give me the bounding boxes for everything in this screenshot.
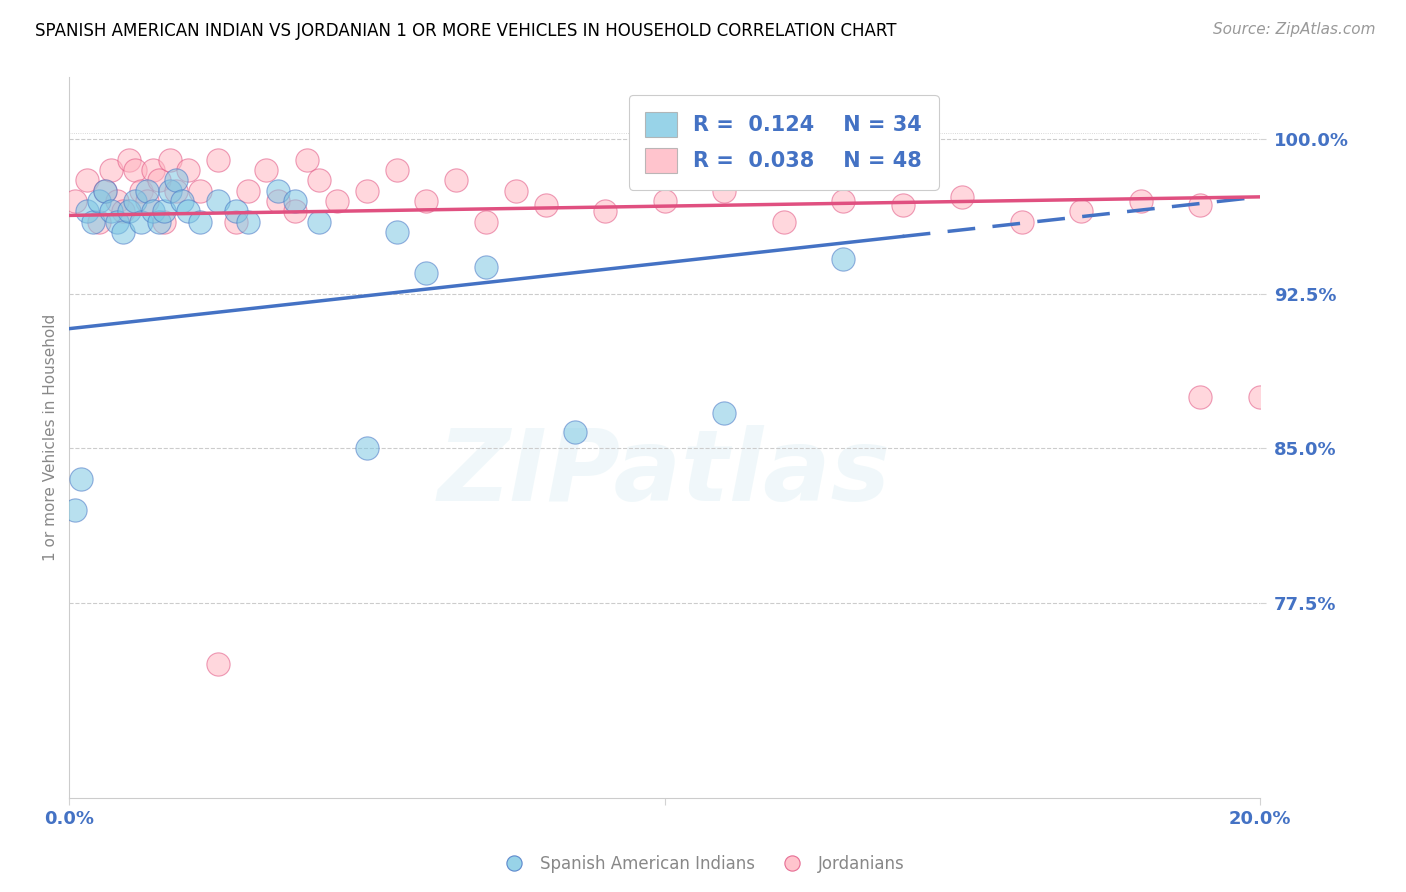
Point [1129,194,1152,208]
Point [444,173,467,187]
Point [356,184,378,198]
Point [100,204,122,219]
Point [63,194,86,208]
Point [713,406,735,420]
Point [100,163,122,178]
Point [76,173,98,187]
Point [254,163,277,178]
Point [297,153,319,167]
Point [207,153,229,167]
Point [87,214,110,228]
Point [135,184,157,198]
Point [308,173,330,187]
Point [832,194,855,208]
Point [177,163,200,178]
Point [159,184,181,198]
Point [63,503,86,517]
Point [188,214,211,228]
Point [236,184,259,198]
Point [124,163,146,178]
Point [356,441,378,455]
Point [415,194,437,208]
Point [326,194,349,208]
Point [105,194,128,208]
Point [148,214,170,228]
Point [148,173,170,187]
Point [225,204,247,219]
Point [129,184,152,198]
Point [82,214,104,228]
Point [118,153,141,167]
Point [165,173,187,187]
Point [165,184,187,198]
Point [118,204,141,219]
Point [207,657,229,672]
Text: SPANISH AMERICAN INDIAN VS JORDANIAN 1 OR MORE VEHICLES IN HOUSEHOLD CORRELATION: SPANISH AMERICAN INDIAN VS JORDANIAN 1 O… [35,22,897,40]
Point [308,214,330,228]
Point [772,214,794,228]
Point [94,184,117,198]
Point [236,214,259,228]
Point [70,472,93,486]
Point [1011,214,1033,228]
Point [111,225,134,239]
Point [534,198,557,212]
Point [225,214,247,228]
Text: ZIPatlas: ZIPatlas [439,425,891,523]
Point [87,194,110,208]
Point [177,204,200,219]
Point [135,194,157,208]
Point [475,214,498,228]
Point [284,194,307,208]
Point [832,252,855,266]
Point [142,163,165,178]
Point [153,204,176,219]
Point [505,184,527,198]
Point [1189,390,1212,404]
Point [950,190,973,204]
Point [1189,198,1212,212]
Point [266,194,288,208]
Point [105,214,128,228]
Legend: R =  0.124    N = 34, R =  0.038    N = 48: R = 0.124 N = 34, R = 0.038 N = 48 [628,95,939,190]
Point [1249,390,1271,404]
Point [593,204,616,219]
Point [172,194,194,208]
Point [475,260,498,274]
Point [266,184,288,198]
Legend: Spanish American Indians, Jordanians: Spanish American Indians, Jordanians [495,848,911,880]
Point [111,204,134,219]
Point [564,425,586,439]
Text: Source: ZipAtlas.com: Source: ZipAtlas.com [1212,22,1375,37]
Point [284,204,307,219]
Point [385,163,408,178]
Point [124,194,146,208]
Point [713,184,735,198]
Point [654,194,676,208]
Point [891,198,914,212]
Y-axis label: 1 or more Vehicles in Household: 1 or more Vehicles in Household [44,314,58,561]
Point [94,184,117,198]
Point [415,266,437,280]
Point [207,194,229,208]
Point [1070,204,1092,219]
Point [142,204,165,219]
Point [159,153,181,167]
Point [129,214,152,228]
Point [385,225,408,239]
Point [153,214,176,228]
Point [76,204,98,219]
Point [188,184,211,198]
